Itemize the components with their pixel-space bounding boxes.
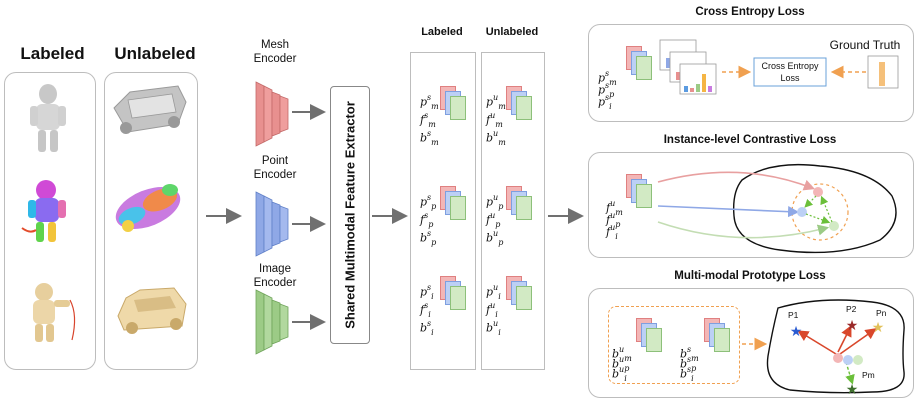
feature-symbol: bsm (680, 345, 699, 363)
feature-symbol: bui (612, 365, 627, 383)
ce-loss-box (753, 57, 827, 87)
feature-symbol: psm (598, 69, 617, 87)
prototype-title: Multi-modal Prototype Loss (674, 270, 826, 282)
shared-feature-extractor: Shared Multimodal Feature Extractor (330, 86, 370, 344)
image-encoder-block (255, 289, 289, 355)
feature-symbol: fui (486, 301, 498, 319)
prototype-star-p1: ★ (790, 323, 803, 339)
prototype-star-pn: ★ (872, 319, 885, 335)
contrastive-neighborhood (791, 183, 849, 241)
prototype-label-p1: P1 (788, 310, 799, 320)
feature-symbol: psi (420, 283, 434, 301)
prototype-label-p2: P2 (846, 304, 857, 314)
feature-card-green (636, 56, 652, 80)
contrastive-arrow-image (657, 221, 830, 239)
feature-symbol: psp (420, 193, 437, 211)
prototype-star-p2: ★ (846, 317, 859, 333)
point-encoder-block (255, 191, 289, 257)
feature-card-green (450, 286, 466, 310)
contrastive-arrow-mesh (657, 171, 815, 191)
feature-symbol: bsp (420, 229, 437, 247)
feature-symbol: psi (598, 93, 612, 111)
unlabeled-title: Unlabeled (114, 44, 196, 63)
feature-symbol: fum (606, 199, 623, 217)
feature-symbol: pup (486, 193, 504, 211)
feature-symbol: bsm (420, 129, 439, 147)
prototype-embedding-space (766, 299, 905, 394)
feature-symbol: bup (612, 355, 630, 373)
feature-symbol: fsp (420, 211, 434, 229)
prototype-label-pn: Pn (876, 308, 887, 318)
labeled-title: Labeled (20, 44, 85, 63)
feature-symbol: pum (486, 93, 506, 111)
feature-symbol: fui (606, 223, 618, 241)
feature-symbol: bup (486, 229, 504, 247)
mesh-encoder-label: Mesh Encoder (253, 39, 297, 65)
feature-symbol: bsi (680, 365, 694, 383)
contrastive-point-image (829, 221, 839, 231)
feature-symbol: bum (612, 345, 632, 363)
feature-symbol: fsi (420, 301, 431, 319)
ground-truth-label: Ground Truth (829, 38, 901, 52)
feature-card-green (450, 196, 466, 220)
ground-truth-bar (879, 62, 885, 86)
prototype-star-pm: ★ (846, 381, 859, 397)
feature-card-green (714, 328, 730, 352)
image-encoder-label: Image Encoder (253, 263, 297, 289)
contrastive-point-mesh (813, 187, 823, 197)
feature-symbol: fsm (420, 111, 436, 129)
feature-symbol: fup (486, 211, 501, 229)
prediction-histogram-3 (679, 63, 717, 95)
feature-card-green (516, 286, 532, 310)
cross-entropy-title: Cross Entropy Loss (695, 6, 805, 18)
prototype-feature-group (608, 306, 740, 384)
contrastive-embedding-space (732, 163, 897, 254)
contrastive-arrow-point (657, 205, 800, 218)
ce-loss-text: Cross Entropy Loss (761, 61, 819, 83)
feature-symbol: bsp (680, 355, 697, 373)
feature-symbol: psm (420, 93, 439, 111)
contrastive-point-point (797, 207, 807, 217)
features-labeled-header: Labeled (421, 26, 463, 38)
feature-symbol: bum (486, 129, 506, 147)
contrastive-title: Instance-level Contrastive Loss (663, 134, 837, 146)
feature-card-green (516, 196, 532, 220)
feature-symbol: fum (486, 111, 503, 129)
feature-symbol: bsi (420, 319, 434, 337)
feature-card-green (636, 184, 652, 208)
feature-symbol: pui (486, 283, 501, 301)
feature-symbol: bui (486, 319, 501, 337)
mesh-encoder-block (255, 81, 289, 147)
feature-card-green (646, 328, 662, 352)
feature-card-green (450, 96, 466, 120)
feature-card-green (516, 96, 532, 120)
feature-symbol: psp (598, 81, 615, 99)
point-encoder-label: Point Encoder (253, 155, 297, 181)
features-unlabeled-header: Unlabeled (485, 26, 539, 38)
prototype-label-pm: Pm (862, 370, 875, 380)
feature-symbol: fup (606, 211, 621, 229)
